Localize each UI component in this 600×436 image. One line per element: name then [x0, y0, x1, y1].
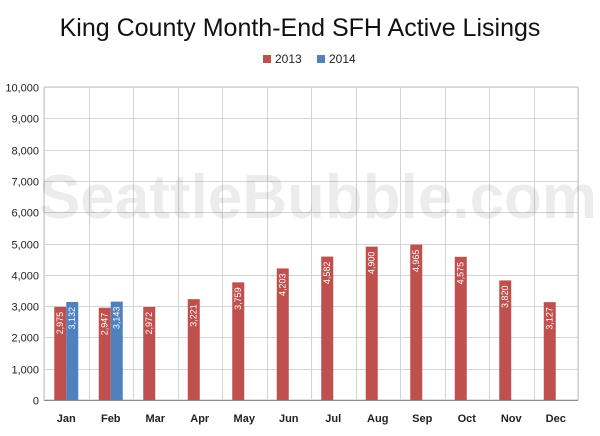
bar-2013-Oct [454, 256, 467, 400]
grid-lines [43, 86, 579, 401]
y-tick-label: 1,000 [11, 365, 39, 377]
bar-2013-Nov [499, 280, 512, 400]
data-label: 2,972 [144, 312, 154, 335]
data-label: 3,759 [233, 287, 243, 310]
axes: 0 1,000 2,000 3,000 4,000 5,000 6,000 7,000 8,00… [5, 83, 578, 425]
bar-2013-Mar [143, 306, 156, 400]
bar-2013-Aug [365, 246, 378, 400]
x-tick-label: Jun [279, 413, 299, 425]
data-label: 4,575 [456, 262, 466, 285]
x-tick-label: Jul [325, 413, 341, 425]
data-label: 3,127 [545, 307, 555, 330]
bar-2013-Jul [321, 256, 334, 400]
watermark: SeattleBubble.com [39, 163, 597, 232]
x-tick-label: Dec [546, 413, 566, 425]
legend-swatch [317, 55, 325, 63]
data-label: 3,132 [67, 307, 77, 330]
y-tick-label: 4,000 [11, 271, 39, 283]
bars: 2,975 2,947 2,972 3,221 3,759 4,203 4,582 4,900… [54, 244, 556, 400]
legend-label: 2014 [329, 52, 356, 66]
legend-swatch [263, 55, 271, 63]
x-tick-label: Jan [57, 413, 76, 425]
y-tick-label: 10,000 [5, 83, 39, 95]
y-tick-label: 9,000 [11, 114, 39, 126]
data-label: 4,582 [322, 262, 332, 285]
x-tick-label: Apr [190, 413, 210, 425]
bar-2013-Jan [54, 306, 67, 400]
data-label: 3,143 [112, 307, 122, 330]
bar-2013-Apr [187, 299, 200, 400]
x-tick-label: Mar [145, 413, 165, 425]
y-tick-label: 8,000 [11, 146, 39, 158]
x-tick-label: Feb [101, 413, 121, 425]
data-label: 4,900 [367, 252, 377, 275]
bar-2014-Jan [66, 301, 79, 400]
x-tick-label: Sep [412, 413, 432, 425]
y-tick-label: 5,000 [11, 240, 39, 252]
bar-2013-Sep [410, 244, 423, 400]
chart-title: King County Month-End SFH Active Lisings [60, 14, 541, 42]
data-label: 2,975 [55, 312, 65, 335]
data-label: 4,965 [411, 250, 421, 273]
data-label: 2,947 [100, 313, 110, 336]
legend: 2013 2014 [263, 52, 356, 66]
x-tick-label: May [234, 413, 256, 425]
y-tick-label: 0 [33, 396, 39, 408]
bar-2013-Jun [276, 268, 289, 400]
data-label: 3,221 [189, 304, 199, 327]
x-tick-label: Nov [501, 413, 523, 425]
y-tick-label: 7,000 [11, 177, 39, 189]
y-tick-label: 2,000 [11, 333, 39, 345]
bar-2014-Feb [110, 301, 123, 400]
y-tick-label: 3,000 [11, 302, 39, 314]
x-tick-label: Oct [458, 413, 477, 425]
data-label: 4,203 [278, 273, 288, 296]
bar-2013-Dec [543, 302, 556, 400]
x-tick-label: Aug [367, 413, 388, 425]
y-tick-label: 6,000 [11, 208, 39, 220]
bar-2013-May [232, 282, 245, 400]
bar-2013-Feb [98, 307, 111, 400]
data-label: 3,820 [500, 285, 510, 308]
legend-label: 2013 [275, 52, 302, 66]
